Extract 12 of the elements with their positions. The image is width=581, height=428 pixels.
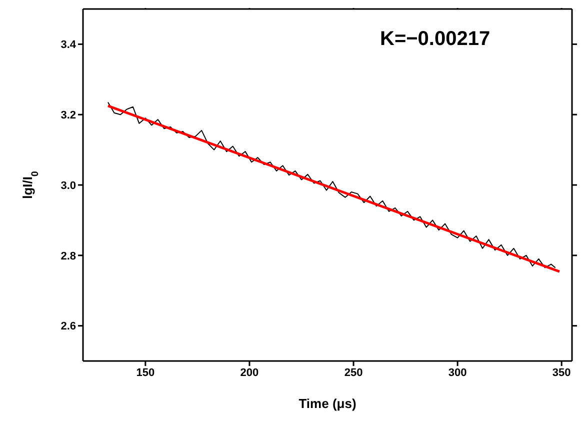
y-tick-label: 2.6	[60, 320, 76, 333]
annotation: K=−0.00217	[380, 28, 490, 51]
y-tick-label: 3.4	[60, 39, 77, 52]
x-tick-label: 300	[448, 366, 467, 379]
x-tick-label: 200	[240, 366, 259, 379]
x-tick-label: 150	[136, 366, 155, 379]
y-tick-label: 3.0	[60, 180, 76, 192]
y-tick-label: 2.8	[60, 250, 76, 262]
x-tick-label: 350	[552, 366, 571, 379]
x-axis-title: Time (μs)	[298, 396, 356, 411]
x-tick-label: 250	[344, 366, 363, 379]
y-tick-label: 3.2	[60, 110, 76, 122]
